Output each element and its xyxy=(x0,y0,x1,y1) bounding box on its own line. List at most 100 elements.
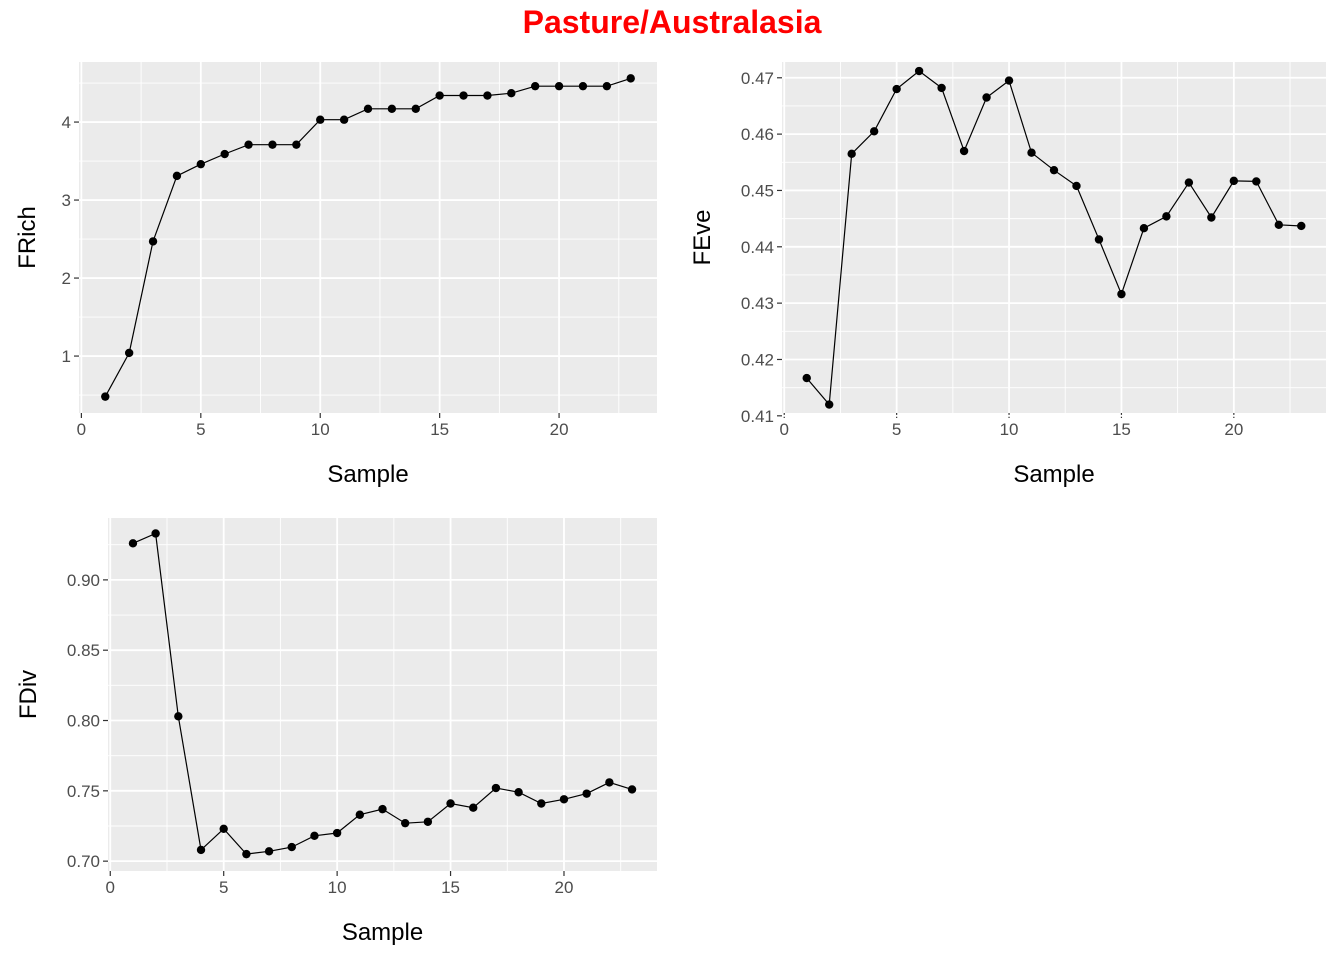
fdiv-data-point xyxy=(423,817,433,826)
feve-data-point xyxy=(937,83,946,93)
frich-data-point xyxy=(578,81,588,91)
fdiv-tick-label-y: 0.90 xyxy=(67,571,100,590)
feve-tick-label-y: 0.41 xyxy=(741,407,774,426)
frich-tick-label-x: 10 xyxy=(311,420,330,439)
feve-data-point xyxy=(1117,289,1126,299)
fdiv-data-point xyxy=(242,849,251,859)
fdiv-y-axis-title: FDiv xyxy=(15,670,42,719)
feve-data-point xyxy=(914,66,924,76)
frich-data-point xyxy=(292,140,301,149)
frich-data-point xyxy=(220,149,229,159)
frich-tick-label-x: 15 xyxy=(430,420,449,439)
feve-tick-label-y: 0.45 xyxy=(741,181,774,200)
feve-data-point xyxy=(959,146,969,156)
feve-tick-label-y: 0.44 xyxy=(741,238,774,257)
feve-data-point xyxy=(1229,176,1239,186)
feve-data-point xyxy=(825,400,834,409)
fdiv-data-point xyxy=(219,824,228,834)
frich-tick-label-y: 3 xyxy=(62,191,71,210)
frich-data-point xyxy=(101,392,110,401)
fdiv-tick-label-x: 5 xyxy=(219,878,228,897)
fdiv-data-point xyxy=(128,539,138,548)
frich-tick-label-x: 0 xyxy=(77,420,86,439)
feve-data-point xyxy=(1027,148,1036,157)
frich-data-point xyxy=(244,140,253,149)
fdiv-data-point xyxy=(514,788,523,797)
fdiv-tick-label-x: 20 xyxy=(555,878,574,897)
fdiv-tick-label-y: 0.80 xyxy=(67,712,100,731)
fdiv-data-point xyxy=(582,789,591,798)
feve-data-point xyxy=(1049,165,1059,175)
fdiv-data-point xyxy=(174,712,183,721)
frich-data-point xyxy=(411,104,420,114)
feve-data-point xyxy=(1072,181,1081,191)
frich-data-point xyxy=(459,91,468,100)
frich-data-point xyxy=(435,91,444,100)
fdiv-data-point xyxy=(332,828,342,838)
fdiv-tick-label-y: 0.75 xyxy=(67,782,100,801)
frich-data-point xyxy=(268,140,277,149)
feve-tick-label-x: 10 xyxy=(1000,420,1019,439)
fdiv-data-point xyxy=(355,810,365,819)
fdiv-data-point xyxy=(605,778,614,787)
fdiv-data-point xyxy=(196,845,206,855)
fdiv-data-point xyxy=(151,529,160,538)
frich-tick-label-x: 20 xyxy=(550,420,569,439)
feve-x-axis-title: Sample xyxy=(1013,461,1094,488)
frich-tick-label-y: 4 xyxy=(62,113,71,132)
frich-tick-label-y: 2 xyxy=(62,269,71,288)
frich-data-point xyxy=(339,115,349,124)
fdiv-panel xyxy=(108,518,657,871)
frich-data-point xyxy=(172,171,182,181)
frich-data-point xyxy=(387,104,397,114)
fdiv-x-axis-title: Sample xyxy=(342,919,423,946)
frich-panel xyxy=(79,62,657,413)
feve-data-point xyxy=(869,127,879,136)
feve-data-point xyxy=(1274,220,1283,230)
figure-title: Pasture/Australasia xyxy=(522,4,822,40)
fdiv-data-point xyxy=(491,783,501,793)
feve-y-axis-title: FEve xyxy=(689,209,716,265)
frich-data-point xyxy=(507,89,516,98)
fdiv-data-point xyxy=(627,785,637,794)
fdiv-data-point xyxy=(537,799,546,808)
frich-data-point xyxy=(602,81,612,91)
feve-tick-label-y: 0.47 xyxy=(741,69,774,88)
feve-data-point xyxy=(1094,235,1104,244)
frich-data-point xyxy=(148,237,158,246)
feve-panel xyxy=(782,62,1326,413)
feve-data-point xyxy=(982,93,991,102)
fdiv-data-point xyxy=(378,804,387,814)
frich-data-point xyxy=(316,115,325,124)
feve-data-point xyxy=(1184,178,1194,187)
frich-data-point xyxy=(626,74,635,83)
feve-data-point xyxy=(1297,221,1306,231)
fdiv-data-point xyxy=(287,842,296,852)
fdiv-data-point xyxy=(264,847,274,856)
fdiv-tick-label-y: 0.85 xyxy=(67,641,100,660)
fdiv-tick-label-x: 15 xyxy=(441,878,460,897)
feve-data-point xyxy=(802,373,811,383)
frich-data-point xyxy=(530,81,540,91)
frich-tick-label-x: 5 xyxy=(196,420,205,439)
feve-tick-label-x: 20 xyxy=(1224,420,1243,439)
frich-y-axis-title: FRich xyxy=(14,206,41,269)
frich-data-point xyxy=(124,348,134,358)
feve-data-point xyxy=(1139,224,1149,233)
fdiv-data-point xyxy=(310,831,319,841)
feve-data-point xyxy=(892,84,901,94)
frich-data-point xyxy=(483,91,492,100)
feve-data-point xyxy=(1252,177,1261,186)
frich-data-point xyxy=(363,104,373,114)
fdiv-data-point xyxy=(559,795,569,804)
feve-tick-label-x: 15 xyxy=(1112,420,1131,439)
frich-data-point xyxy=(554,81,564,91)
frich-x-axis-title: Sample xyxy=(327,461,408,488)
feve-tick-label-x: 0 xyxy=(780,420,789,439)
fdiv-data-point xyxy=(400,818,410,828)
feve-data-point xyxy=(1004,76,1014,85)
fdiv-tick-label-x: 10 xyxy=(328,878,347,897)
feve-data-point xyxy=(1162,212,1171,221)
